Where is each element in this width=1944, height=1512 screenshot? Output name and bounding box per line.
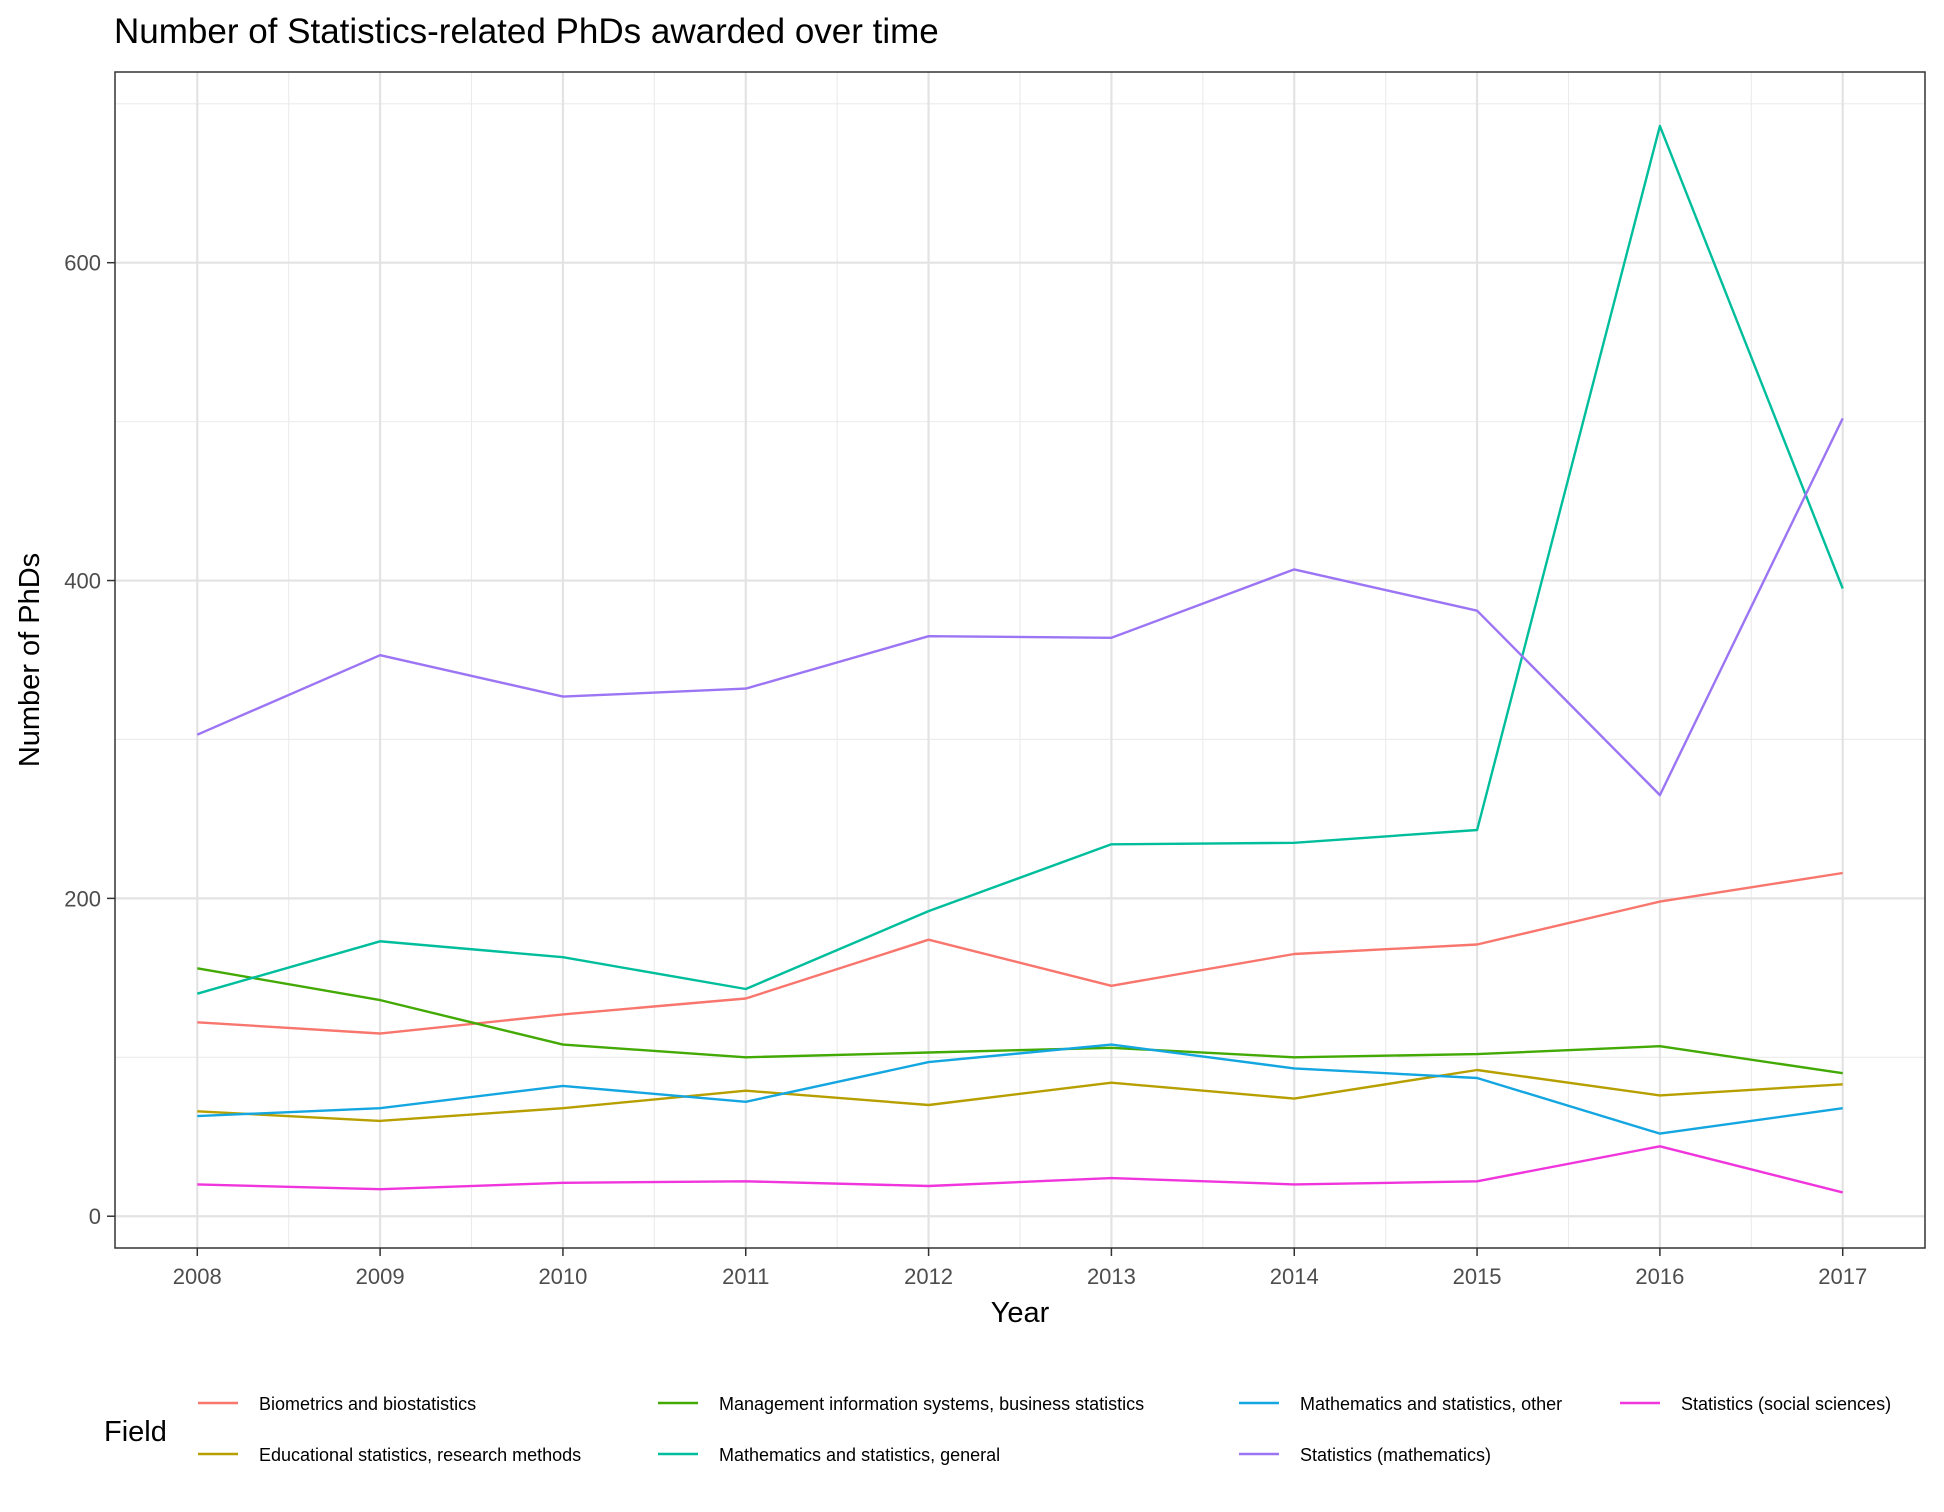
x-axis-label: Year xyxy=(991,1297,1050,1329)
x-tick-label: 2015 xyxy=(1453,1264,1502,1289)
legend-label: Management information systems, business… xyxy=(719,1394,1144,1414)
y-tick-label: 400 xyxy=(64,569,101,594)
x-tick-label: 2011 xyxy=(722,1264,769,1289)
chart-title: Number of Statistics-related PhDs awarde… xyxy=(114,12,939,51)
series-line xyxy=(197,967,1843,1075)
x-tick-label: 2014 xyxy=(1270,1264,1319,1289)
series-line xyxy=(197,1043,1843,1135)
y-tick-label: 0 xyxy=(89,1204,101,1229)
legend-label: Educational statistics, research methods xyxy=(259,1445,581,1465)
series-line xyxy=(197,871,1843,1035)
axes: 2008 2009 2010 2011 2012 2013 2014 2015 2016 2017… xyxy=(64,251,1867,1289)
legend-title: Field xyxy=(104,1416,167,1448)
x-tick-label: 2013 xyxy=(1087,1264,1136,1289)
x-tick-label: 2012 xyxy=(904,1264,953,1289)
x-tick-label: 2008 xyxy=(173,1264,222,1289)
legend-label: Biometrics and biostatistics xyxy=(259,1394,476,1414)
series-line xyxy=(196,124,1844,995)
grid-lines xyxy=(115,72,1925,1248)
x-tick-label: 2017 xyxy=(1818,1264,1867,1289)
series-lines xyxy=(196,124,1844,1194)
series-line xyxy=(197,1068,1843,1123)
y-axis-label: Number of PhDs xyxy=(14,553,46,767)
x-tick-label: 2009 xyxy=(356,1264,405,1289)
legend-label: Statistics (mathematics) xyxy=(1300,1445,1491,1465)
x-tick-label: 2010 xyxy=(538,1264,587,1289)
series-line xyxy=(196,417,1844,797)
plot-panel-border xyxy=(114,71,1926,1249)
legend-label: Statistics (social sciences) xyxy=(1681,1394,1891,1414)
legend: Field Biometrics and biostatistics Manage… xyxy=(104,1394,1891,1465)
y-tick-label: 600 xyxy=(64,251,101,276)
legend-label: Mathematics and statistics, other xyxy=(1300,1394,1562,1414)
y-tick-label: 200 xyxy=(64,886,101,911)
x-tick-label: 2016 xyxy=(1635,1264,1684,1289)
series-line xyxy=(197,1145,1843,1194)
legend-label: Mathematics and statistics, general xyxy=(719,1445,1000,1465)
